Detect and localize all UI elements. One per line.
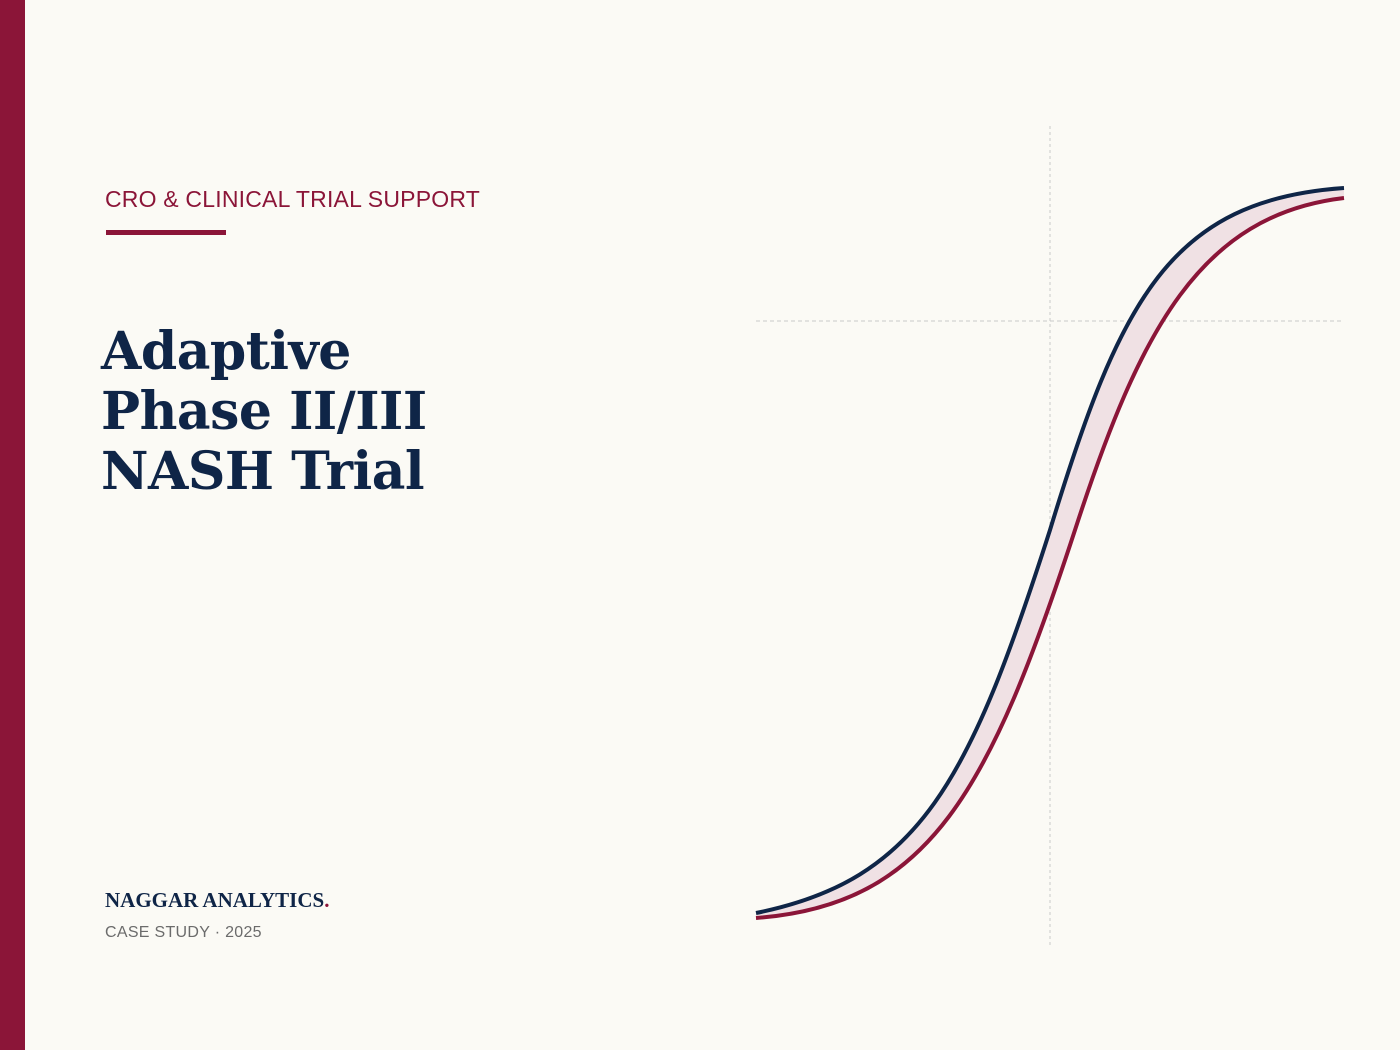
title-line-1: Adaptive	[101, 321, 351, 382]
navy-sigmoid-curve	[755, 186, 1345, 915]
curve-gap-band	[756, 188, 1344, 918]
case-study-label: CASE STUDY · 2025	[105, 924, 262, 941]
brand-logo: NAGGAR ANALYTICS.	[105, 888, 329, 913]
brand-dot: .	[324, 888, 330, 912]
eyebrow-underline	[106, 230, 226, 235]
title-line-2: Phase II/III	[101, 381, 427, 442]
page-title: Adaptive Phase II/III NASH Trial	[101, 322, 427, 502]
eyebrow-label: CRO & CLINICAL TRIAL SUPPORT	[105, 186, 480, 212]
accent-side-bar	[0, 0, 25, 1050]
title-line-3: NASH Trial	[101, 441, 425, 502]
crimson-sigmoid-curve	[755, 196, 1345, 920]
brand-name: NAGGAR ANALYTICS	[105, 888, 325, 912]
